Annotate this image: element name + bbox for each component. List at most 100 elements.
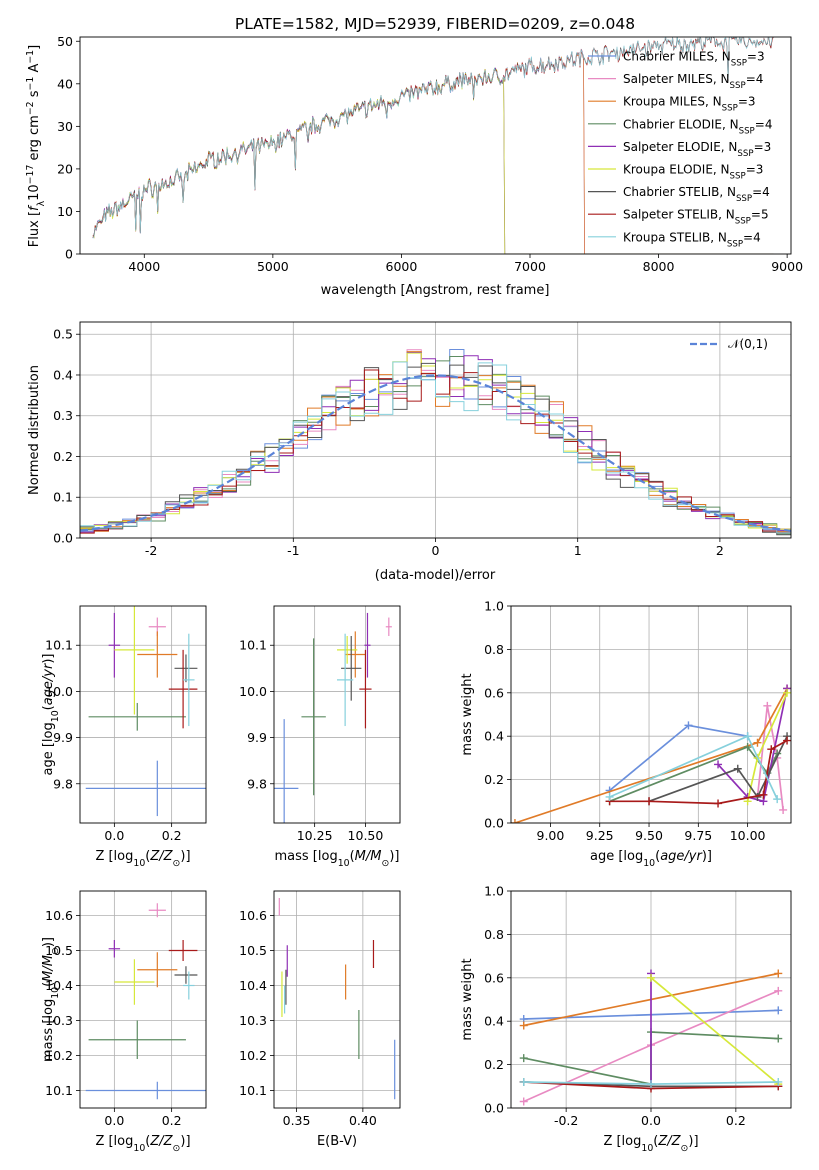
- spectrum-line: [92, 68, 774, 254]
- y-tick-label: 10.4: [239, 978, 267, 993]
- legend-label: Chabrier ELODIE, NSSP=4: [623, 117, 772, 136]
- x-tick-label: -1: [287, 543, 299, 558]
- y-tick-label: 0.4: [484, 1014, 504, 1029]
- weight-marker: [783, 736, 791, 745]
- x-tick-label: -2: [145, 543, 157, 558]
- weight-marker: [767, 745, 776, 754]
- y-tick-label: 9.8: [247, 776, 267, 791]
- weight-marker: [759, 790, 768, 799]
- weight-marker: [779, 805, 788, 814]
- axes-frame: [79, 605, 207, 824]
- weight-marker: [645, 797, 654, 806]
- normal-reference-curve: [80, 374, 791, 532]
- weight-marker: [733, 764, 742, 773]
- axes-frame: [510, 605, 792, 824]
- y-tick-label: 0.6: [484, 970, 504, 985]
- axes-frame: [273, 605, 401, 824]
- axes-age-vs-Z: 0.0 0.2 9.8 9.9 10.0 10.1 Z [log10(Z/Z⊙)] age […: [41, 605, 207, 869]
- error-point: [174, 966, 198, 984]
- legend-label: Chabrier MILES, NSSP=3: [623, 50, 765, 69]
- error-point: [85, 760, 206, 817]
- axes-mass-vs-Z: 0.0 0.2 10.1 10.2 10.3 10.4 10.5 10.6 Z [log10(Z…: [41, 890, 207, 1154]
- y-axis-label: mass weight: [460, 673, 475, 755]
- weight-marker: [684, 721, 693, 730]
- y-axis-label: Normed distribution: [27, 365, 42, 495]
- error-point: [168, 940, 198, 961]
- error-point: [337, 633, 354, 727]
- axes-mass-vs-ebv: 0.35 0.40 10.1 10.2 10.3 10.4 10.5 10.6 E(B-V): [239, 890, 401, 1149]
- error-point: [345, 631, 366, 678]
- weight-marker: [774, 1077, 783, 1086]
- x-tick-label: 0.40: [349, 1113, 377, 1128]
- y-axis-label: mass weight: [460, 958, 475, 1040]
- y-tick-label: 10.1: [45, 1083, 73, 1098]
- error-point: [137, 952, 178, 988]
- weight-marker: [714, 799, 723, 808]
- error-point: [88, 702, 186, 731]
- plot-area: [274, 612, 392, 823]
- y-tick-label: 0: [65, 247, 73, 262]
- weight-marker: [763, 701, 772, 710]
- y-tick-label: 10.1: [239, 638, 267, 653]
- weight-line: [609, 739, 788, 805]
- x-tick-label: 6000: [386, 259, 418, 274]
- error-point: [301, 638, 326, 796]
- x-tick-label: 10.50: [348, 828, 384, 843]
- residual-histogram: [80, 361, 791, 534]
- error-point: [183, 633, 195, 727]
- axes-frame: [79, 321, 792, 539]
- weight-marker: [774, 1006, 783, 1015]
- y-axis-label: age [log10(age/yr)]: [41, 653, 61, 775]
- y-tick-label: 10.3: [239, 1013, 267, 1028]
- legend-label: Kroupa ELODIE, NSSP=3: [623, 163, 763, 182]
- plot-area: [80, 348, 791, 536]
- y-tick-label: 1.0: [484, 884, 504, 899]
- weight-marker: [519, 1077, 528, 1086]
- x-tick-label: 0: [432, 543, 440, 558]
- y-tick-label: 9.9: [53, 730, 73, 745]
- y-tick-label: 9.9: [247, 730, 267, 745]
- error-point: [341, 636, 362, 701]
- x-tick-label: 9.50: [635, 828, 663, 843]
- error-point: [274, 719, 299, 823]
- y-tick-label: 10.2: [45, 1048, 73, 1063]
- error-point: [385, 617, 392, 637]
- x-tick-label: 9000: [771, 259, 803, 274]
- x-axis-label: Z [log10(Z/Z⊙)]: [95, 1134, 190, 1154]
- axes-frame: [79, 890, 207, 1109]
- plot-area: [519, 969, 783, 1106]
- weight-marker: [773, 795, 782, 804]
- y-axis-label: mass [log10(M/M⊙)]: [41, 937, 61, 1062]
- x-tick-label: 9.00: [537, 828, 565, 843]
- error-point: [88, 1020, 186, 1059]
- y-tick-label: 10.0: [45, 684, 73, 699]
- x-tick-label: 9.25: [586, 828, 614, 843]
- x-tick-label: 10.25: [297, 828, 333, 843]
- plot-area: [85, 606, 206, 817]
- x-tick-label: 4000: [128, 259, 160, 274]
- legend-label: 𝒩(0,1): [728, 337, 768, 351]
- x-tick-label: 5000: [257, 259, 289, 274]
- error-point: [108, 612, 121, 678]
- y-tick-label: 0.8: [484, 927, 504, 942]
- weight-marker: [774, 986, 783, 995]
- weight-marker: [647, 973, 655, 982]
- weight-marker: [743, 732, 752, 741]
- y-tick-label: 10: [57, 204, 73, 219]
- weight-line: [756, 705, 784, 811]
- weight-line: [650, 977, 779, 1085]
- x-axis-label: age [log10(age/yr)]: [590, 849, 712, 869]
- legend-label: Kroupa STELIB, NSSP=4: [623, 230, 761, 249]
- x-axis-label: wavelength [Angstrom, rest frame]: [321, 283, 550, 298]
- weight-marker: [519, 1097, 528, 1106]
- y-tick-label: 0.8: [484, 642, 504, 657]
- x-tick-label: 0.2: [162, 1113, 182, 1128]
- weight-marker: [714, 760, 723, 769]
- x-axis-label: Z [log10(Z/Z⊙)]: [603, 1134, 698, 1154]
- axes-age-vs-mass: 10.25 10.50 9.8 9.9 10.0 10.1 mass [log10(M/M⊙…: [239, 605, 401, 869]
- y-tick-label: 0.4: [484, 729, 504, 744]
- y-tick-label: 30: [57, 119, 73, 134]
- y-tick-label: 40: [57, 76, 73, 91]
- axes-spectrum: 4000 5000 6000 7000 8000 9000 0 10 20 30 40 50 wavel…: [25, 34, 804, 298]
